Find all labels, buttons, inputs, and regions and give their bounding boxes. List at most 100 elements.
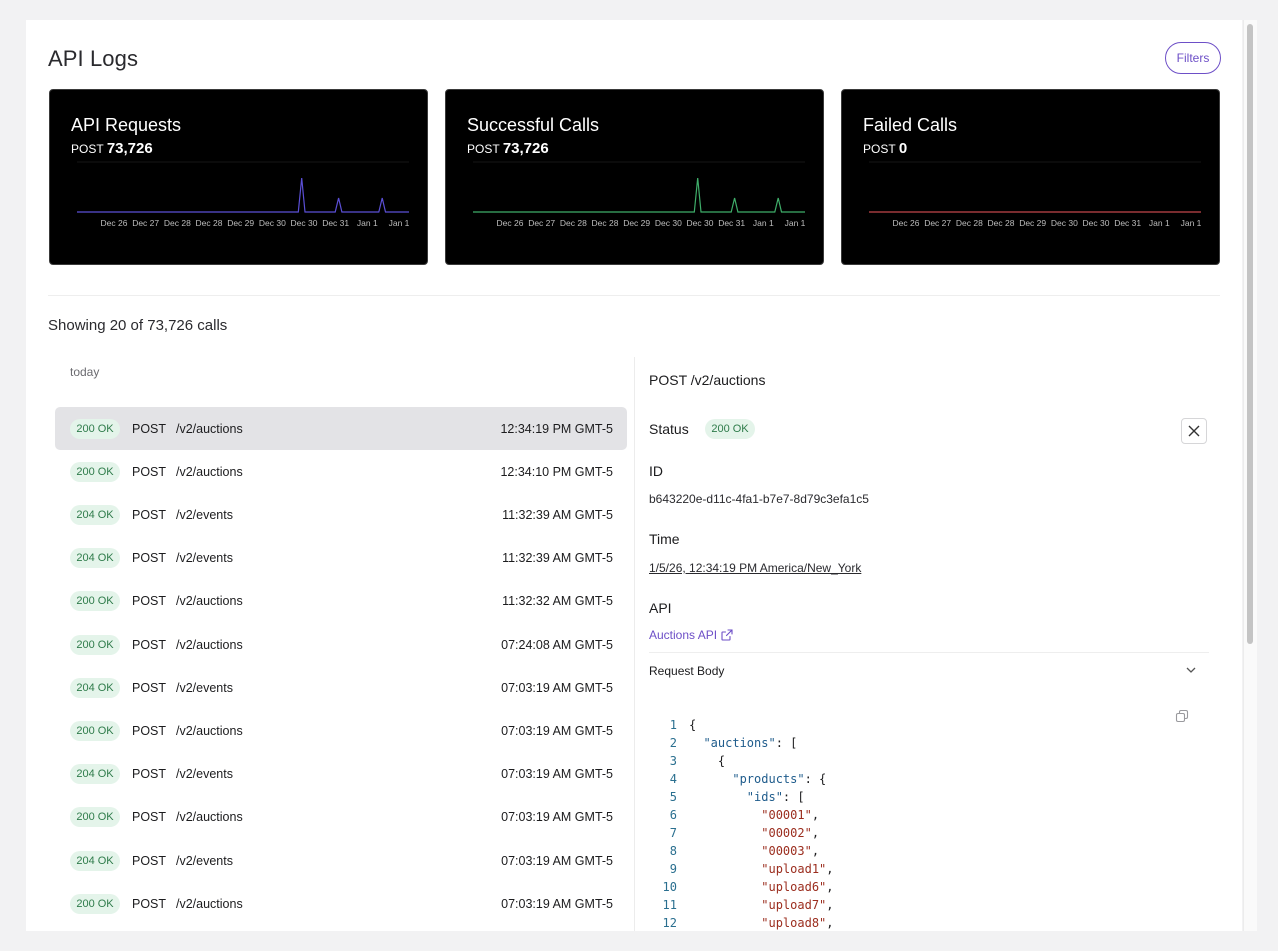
call-time: 07:03:19 AM GMT-5 xyxy=(501,680,613,695)
status-badge: 204 OK xyxy=(70,548,120,569)
call-time: 07:03:19 AM GMT-5 xyxy=(501,896,613,911)
call-method: POST xyxy=(132,551,167,566)
call-path: /v2/auctions xyxy=(176,723,243,738)
code-line: 2 "auctions": [ xyxy=(649,734,834,752)
call-row[interactable]: 200 OK POST/v2/auctions 07:03:19 AM GMT-5 xyxy=(55,796,627,839)
copy-icon[interactable] xyxy=(1175,709,1189,723)
call-method: POST xyxy=(132,810,167,825)
x-tick-label: Dec 29 xyxy=(227,218,254,228)
line-number: 6 xyxy=(669,808,677,822)
call-time: 11:32:39 AM GMT-5 xyxy=(502,551,613,566)
card-method: POST xyxy=(467,142,500,156)
code-text: "upload6", xyxy=(761,880,834,894)
call-method: POST xyxy=(132,680,167,695)
card-metric: POST 73,726 xyxy=(71,140,153,157)
line-number: 12 xyxy=(662,916,677,930)
call-row[interactable]: 200 OK POST/v2/auctions 12:34:19 PM GMT-5 xyxy=(55,407,627,450)
code-line: 6 "00001", xyxy=(649,806,834,824)
call-method: POST xyxy=(132,464,167,479)
detail-divider xyxy=(649,652,1209,653)
x-tick-label: Dec 30 xyxy=(655,218,682,228)
line-number: 8 xyxy=(669,844,677,858)
card-method: POST xyxy=(863,142,896,156)
call-path: /v2/events xyxy=(176,507,233,522)
call-row[interactable]: 204 OK POST/v2/events 11:32:39 AM GMT-5 xyxy=(55,493,627,536)
id-label: ID xyxy=(649,463,663,479)
code-line: 3 { xyxy=(649,752,834,770)
line-number: 11 xyxy=(662,898,677,912)
call-path: /v2/auctions xyxy=(176,896,243,911)
call-path: /v2/auctions xyxy=(176,594,243,609)
x-tick-label: Dec 30 xyxy=(259,218,286,228)
close-icon xyxy=(1188,425,1200,437)
call-time: 07:24:08 AM GMT-5 xyxy=(501,637,613,652)
call-row[interactable]: 200 OK POST/v2/auctions 07:24:08 AM GMT-5 xyxy=(55,623,627,666)
x-tick-label: Dec 30 xyxy=(1083,218,1110,228)
card-title: Failed Calls xyxy=(863,115,958,135)
card-method: POST xyxy=(71,142,104,156)
x-tick-label: Dec 27 xyxy=(132,218,159,228)
code-line: 4 "products": { xyxy=(649,770,834,788)
page-scrollbar-thumb[interactable] xyxy=(1247,24,1253,644)
call-method: POST xyxy=(132,723,167,738)
x-tick-label: Jan 1 xyxy=(1149,218,1170,228)
call-detail-panel: POST /v2/auctions Status 200 OK ID b6432… xyxy=(649,357,1209,931)
call-row[interactable]: 200 OK POST/v2/auctions 07:03:19 AM GMT-5 xyxy=(55,709,627,752)
x-tick-label: Jan 1 xyxy=(357,218,378,228)
code-text: { xyxy=(717,754,726,768)
x-tick-label: Dec 28 xyxy=(988,218,1015,228)
call-row[interactable]: 204 OK POST/v2/events 11:32:39 AM GMT-5 xyxy=(55,537,627,580)
code-text: "upload7", xyxy=(761,898,834,912)
auctions-api-link[interactable]: Auctions API xyxy=(649,628,734,642)
time-value[interactable]: 1/5/26, 12:34:19 PM America/New_York xyxy=(649,561,862,575)
x-tick-label: Dec 27 xyxy=(528,218,555,228)
call-time: 11:32:32 AM GMT-5 xyxy=(502,594,613,609)
successful-calls-card: Successful Calls POST 73,726 Dec 26 Dec 2… xyxy=(445,89,824,265)
day-label: today xyxy=(70,365,100,379)
x-tick-label: Jan 1 xyxy=(389,218,410,228)
code-line: 8 "00003", xyxy=(649,842,834,860)
line-number: 5 xyxy=(669,790,677,804)
status-badge: 200 OK xyxy=(70,461,120,482)
x-tick-label: Dec 28 xyxy=(592,218,619,228)
api-label: API xyxy=(649,600,672,616)
x-tick-label: Dec 26 xyxy=(101,218,128,228)
chevron-down-icon[interactable] xyxy=(1185,664,1197,676)
line-number: 10 xyxy=(662,880,677,894)
call-path: /v2/events xyxy=(176,767,233,782)
x-tick-label: Dec 28 xyxy=(956,218,983,228)
call-method: POST xyxy=(132,421,167,436)
x-tick-label: Dec 30 xyxy=(291,218,318,228)
card-title: Successful Calls xyxy=(467,115,600,135)
status-badge: 204 OK xyxy=(70,504,120,525)
call-time: 12:34:10 PM GMT-5 xyxy=(500,464,613,479)
call-row[interactable]: 200 OK POST/v2/auctions 11:32:32 AM GMT-5 xyxy=(55,580,627,623)
results-count: Showing 20 of 73,726 calls xyxy=(48,317,228,334)
status-label: Status xyxy=(649,421,689,437)
status-badge: 200 OK xyxy=(70,720,120,741)
call-time: 07:03:19 AM GMT-5 xyxy=(501,723,613,738)
call-time: 11:32:39 AM GMT-5 xyxy=(502,507,613,522)
id-value: b643220e-d11c-4fa1-b7e7-8d79c3efa1c5 xyxy=(649,492,869,506)
call-row[interactable]: 200 OK POST/v2/auctions 12:34:10 PM GMT-5 xyxy=(55,450,627,493)
call-row[interactable]: 200 OK POST/v2/auctions 07:03:19 AM GMT-5 xyxy=(55,882,627,925)
call-path: /v2/events xyxy=(176,853,233,868)
code-text: "00002", xyxy=(761,826,820,840)
close-button[interactable] xyxy=(1181,418,1207,444)
call-time: 12:34:19 PM GMT-5 xyxy=(500,421,613,436)
x-tick-label: Dec 28 xyxy=(560,218,587,228)
filters-button[interactable]: Filters xyxy=(1165,42,1221,74)
x-tick-label: Dec 31 xyxy=(1114,218,1141,228)
code-line: 5 "ids": [ xyxy=(649,788,834,806)
line-number: 9 xyxy=(669,862,677,876)
line-number: 3 xyxy=(669,754,677,768)
status-badge: 200 OK xyxy=(70,418,120,439)
api-link-text: Auctions API xyxy=(649,628,718,642)
x-tick-label: Dec 31 xyxy=(718,218,745,228)
status-badge: 200 OK xyxy=(70,634,120,655)
call-time: 07:03:19 AM GMT-5 xyxy=(501,810,613,825)
